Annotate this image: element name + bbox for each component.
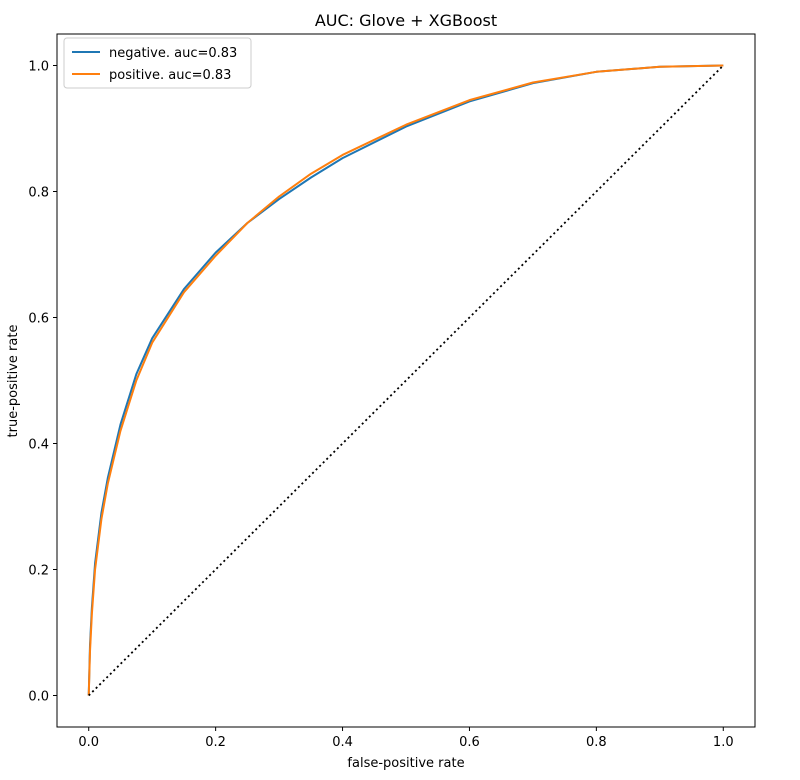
legend-label-positive: positive. auc=0.83 xyxy=(109,68,231,83)
x-tick-label: 0.6 xyxy=(459,735,480,750)
y-tick-label: 0.4 xyxy=(28,438,49,453)
legend: negative. auc=0.83 positive. auc=0.83 xyxy=(63,37,252,89)
x-axis-label: false-positive rate xyxy=(347,756,464,771)
y-tick-label: 0.0 xyxy=(28,690,49,705)
legend-label-negative: negative. auc=0.83 xyxy=(109,46,237,61)
y-axis: 0.0 0.2 0.4 0.6 0.8 1.0 xyxy=(28,60,57,705)
x-tick-label: 1.0 xyxy=(713,735,734,750)
x-axis: 0.0 0.2 0.4 0.6 0.8 1.0 xyxy=(78,727,734,750)
y-tick-label: 0.2 xyxy=(28,564,49,579)
series-layer xyxy=(87,64,724,697)
legend-box xyxy=(63,37,252,89)
y-tick-label: 0.8 xyxy=(28,186,49,201)
y-tick-label: 1.0 xyxy=(28,60,49,75)
x-tick-label: 0.0 xyxy=(78,735,99,750)
y-tick-label: 0.6 xyxy=(28,312,49,327)
series-line-positive xyxy=(87,64,724,696)
axes-frame xyxy=(56,33,756,728)
x-tick-label: 0.4 xyxy=(332,735,353,750)
diagonal-reference-line xyxy=(88,64,724,697)
plot-area: 0.0 0.2 0.4 0.6 0.8 1.0 0.0 0.2 0.4 0.6 0.8 1.0 xyxy=(28,33,756,750)
x-tick-label: 0.8 xyxy=(586,735,607,750)
x-tick-label: 0.2 xyxy=(205,735,226,750)
chart-title: AUC: Glove + XGBoost xyxy=(315,11,497,30)
y-axis-label: true-positive rate xyxy=(6,325,21,438)
